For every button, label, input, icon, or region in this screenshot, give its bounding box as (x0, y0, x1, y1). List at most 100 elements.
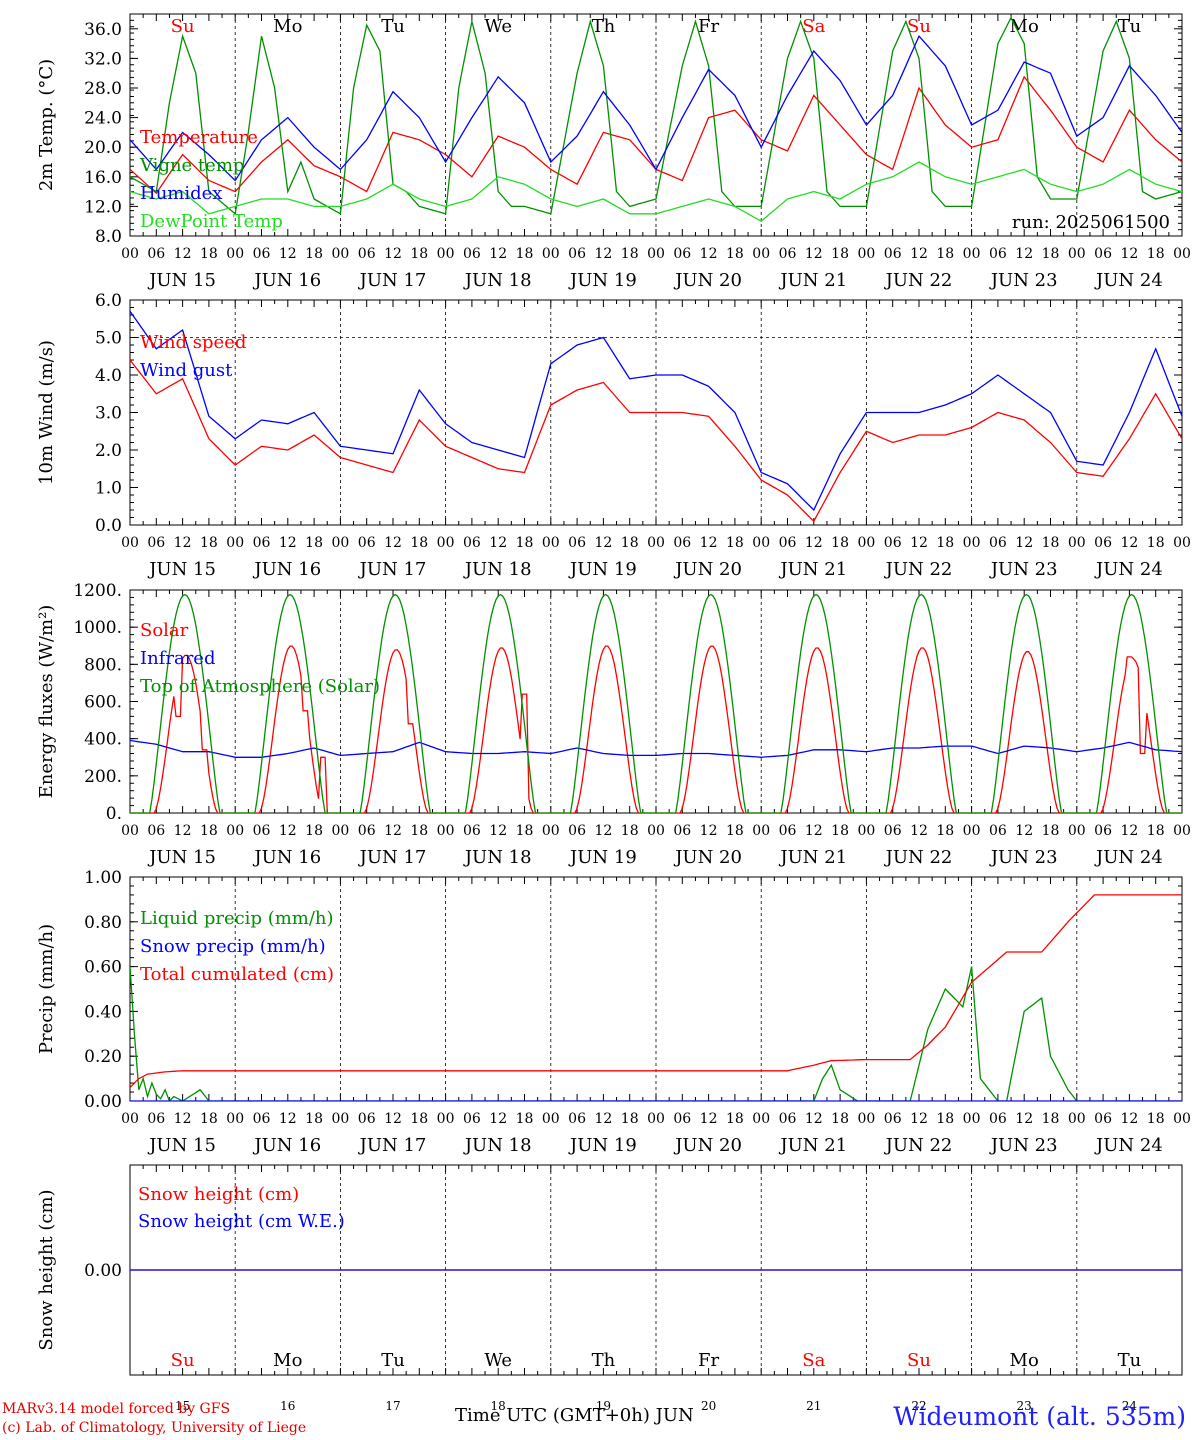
series-group (130, 310, 1182, 523)
x-hour-label: 18 (936, 246, 954, 262)
y-axis-title: Energy fluxes (W/m²) (36, 605, 57, 799)
legend-entry: Vigne temp (139, 155, 244, 176)
x-hour-label: 00 (226, 246, 244, 262)
x-date-label: JUN 20 (673, 270, 742, 291)
series-line (130, 161, 1182, 222)
x-hour-label: 18 (936, 535, 954, 551)
x-hour-label: 00 (647, 823, 665, 839)
x-hour-label: 00 (752, 823, 770, 839)
x-hour-label: 18 (621, 246, 639, 262)
legend-entry: DewPoint Temp (140, 211, 283, 232)
x-date-label: JUN 16 (252, 559, 321, 580)
x-hour-label: 12 (700, 1111, 718, 1127)
x-hour-label: 00 (857, 535, 875, 551)
x-date-label: JUN 24 (1094, 847, 1163, 868)
y-tick-label: 0.80 (84, 913, 122, 933)
series-line (130, 359, 1182, 523)
panel-1: 8.0 12.0 16.0 20.0 24.0 28.0 32.0 36.0 2m Temp. … (36, 13, 1191, 291)
y-tick-label: 200. (84, 767, 122, 787)
x-date-label: JUN 15 (147, 270, 216, 291)
x-day-number: 22 (911, 1399, 926, 1413)
x-day-number: 21 (806, 1399, 821, 1413)
x-hour-label: 06 (358, 246, 376, 262)
y-tick-label: 1200. (73, 581, 122, 601)
x-hour-label: 18 (726, 823, 744, 839)
x-hour-label: 00 (1068, 246, 1086, 262)
x-hour-label: 12 (910, 246, 928, 262)
x-date-label: JUN 21 (778, 559, 847, 580)
x-hour-label: 00 (226, 823, 244, 839)
x-hour-label: 18 (1042, 246, 1060, 262)
x-hour-label: 00 (752, 1111, 770, 1127)
x-hour-label: 00 (857, 246, 875, 262)
x-hour-label: 12 (279, 1111, 297, 1127)
x-day-number: 19 (596, 1399, 611, 1413)
x-hour-label: 18 (831, 535, 849, 551)
x-hour-label: 18 (1147, 535, 1165, 551)
x-hour-label: 18 (305, 1111, 323, 1127)
x-hour-label: 12 (1120, 535, 1138, 551)
x-hour-label: 06 (1094, 1111, 1112, 1127)
x-hour-label: 18 (410, 246, 428, 262)
legend-entry: Snow height (cm) (138, 1184, 299, 1205)
x-date-label: JUN 23 (989, 847, 1058, 868)
station-label: Wideumont (alt. 535m) (893, 1402, 1186, 1431)
x-hour-label: 06 (568, 1111, 586, 1127)
x-hour-label: 06 (253, 823, 271, 839)
x-day-number: 20 (701, 1399, 716, 1413)
weekday-label: Fr (698, 1350, 719, 1371)
x-hour-label: 18 (621, 1111, 639, 1127)
x-hour-label: 00 (963, 823, 981, 839)
x-hour-label: 12 (489, 246, 507, 262)
y-tick-label: 36.0 (84, 20, 122, 40)
x-hour-label: 00 (437, 535, 455, 551)
x-hour-label: 18 (305, 535, 323, 551)
weekday-label: Tu (381, 16, 405, 37)
x-hour-label: 18 (516, 246, 534, 262)
x-hour-label: 18 (1042, 1111, 1060, 1127)
y-axis-title: 2m Temp. (°C) (36, 59, 57, 191)
weekday-label: Fr (698, 16, 719, 37)
x-hour-label: 00 (1068, 823, 1086, 839)
weekday-label: Su (171, 16, 195, 37)
x-date-label: JUN 21 (778, 847, 847, 868)
x-date-label: JUN 19 (568, 847, 637, 868)
x-hour-label: 06 (673, 535, 691, 551)
series-line (130, 593, 1182, 813)
x-hour-label: 06 (463, 535, 481, 551)
x-hour-label: 00 (1068, 1111, 1086, 1127)
x-hour-label: 12 (700, 823, 718, 839)
x-hour-label: 06 (989, 246, 1007, 262)
x-hour-label: 06 (1094, 823, 1112, 839)
y-tick-label: 3.0 (95, 404, 122, 424)
x-hour-label: 00 (542, 1111, 560, 1127)
x-hour-label: 12 (805, 823, 823, 839)
x-date-label: JUN 15 (147, 1135, 216, 1156)
legend-entry: Top of Atmosphere (Solar) (140, 676, 380, 697)
x-hour-label: 00 (331, 1111, 349, 1127)
x-hour-label: 00 (1173, 535, 1191, 551)
x-hour-label: 18 (200, 246, 218, 262)
x-hour-label: 00 (1068, 535, 1086, 551)
x-hour-label: 18 (831, 1111, 849, 1127)
x-hour-label: 00 (121, 246, 139, 262)
legend-entry: Wind gust (140, 360, 233, 381)
weekday-label: Mo (273, 16, 302, 37)
x-hour-label: 18 (831, 823, 849, 839)
x-date-label: JUN 16 (252, 270, 321, 291)
x-hour-label: 06 (989, 823, 1007, 839)
x-date-label: JUN 23 (989, 559, 1058, 580)
y-tick-label: 0.60 (84, 958, 122, 978)
x-date-label: JUN 19 (568, 1135, 637, 1156)
y-tick-label: 0.40 (84, 1002, 122, 1022)
x-date-label: JUN 18 (463, 847, 532, 868)
x-date-label: JUN 19 (568, 270, 637, 291)
x-hour-label: 18 (621, 823, 639, 839)
y-axis-title: Snow height (cm) (36, 1189, 57, 1350)
x-hour-label: 06 (147, 1111, 165, 1127)
x-hour-label: 06 (884, 823, 902, 839)
x-hour-label: 12 (910, 1111, 928, 1127)
x-day-number: 18 (491, 1399, 506, 1413)
x-hour-label: 18 (726, 1111, 744, 1127)
x-hour-label: 00 (331, 823, 349, 839)
